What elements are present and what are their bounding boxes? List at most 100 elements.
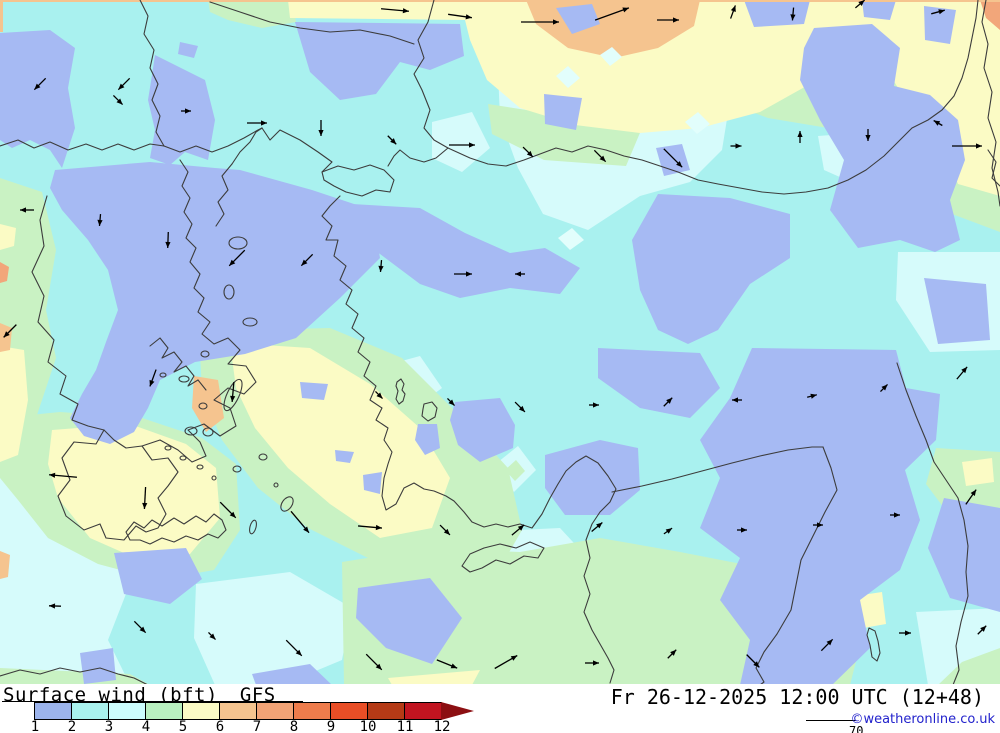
wind-speed-region	[415, 424, 440, 455]
wind-field-layer	[0, 0, 1000, 685]
wind-arrow-icon	[657, 17, 679, 23]
wind-arrow-icon	[591, 522, 603, 532]
legend-scale-number: 3	[104, 719, 114, 733]
wind-arrow-icon	[33, 77, 47, 91]
wind-arrow-icon	[318, 120, 324, 136]
legend-colorbar-box	[330, 702, 368, 720]
legend-scale-number: 8	[289, 719, 299, 733]
island-outline	[202, 427, 214, 437]
wind-speed-region	[924, 278, 990, 344]
wind-arrow-icon	[730, 143, 742, 149]
wind-arrow-icon	[663, 397, 673, 407]
legend-bar: Surface wind (bft) GFS 1 2 3 4 5 6 7 8 9 10 11 12 Fr…	[0, 684, 1000, 733]
wind-arrow-icon	[667, 649, 677, 659]
coastline	[755, 446, 838, 685]
wind-arrow-icon	[449, 142, 475, 148]
wind-speed-region	[356, 578, 462, 664]
legend-scale-number: 9	[326, 719, 336, 733]
coastline	[209, 1, 415, 45]
wind-arrow-icon	[737, 527, 747, 533]
wind-arrow-icon	[977, 625, 987, 635]
wind-arrow-icon	[899, 630, 911, 636]
coastline	[987, 149, 1000, 187]
wind-arrow-icon	[208, 632, 216, 640]
wind-arrow-icon	[117, 77, 131, 91]
wind-speed-region	[600, 47, 622, 66]
legend-scale-number: 7	[252, 719, 262, 733]
island-outline	[178, 375, 190, 383]
wind-speed-region	[0, 262, 9, 283]
wind-arrow-icon	[112, 94, 124, 106]
coastline	[461, 541, 545, 573]
coastline	[447, 0, 979, 195]
coastline	[231, 127, 263, 165]
legend-colorbar-box	[293, 702, 331, 720]
wind-speed-region	[0, 346, 28, 462]
coastline	[215, 163, 233, 227]
island-outline	[179, 455, 187, 461]
wind-arrow-icon	[965, 489, 977, 505]
island-outline	[159, 372, 167, 378]
legend-colorbar	[34, 702, 474, 720]
wind-speed-region	[178, 42, 198, 58]
island-outline	[211, 475, 217, 481]
wind-arrow-icon	[387, 135, 397, 145]
wind-speed-region	[938, 648, 1000, 685]
wind-arrow-icon	[515, 271, 525, 277]
copyright-label: ©weatheronline.co.uk	[850, 712, 995, 727]
wind-speed-region	[544, 94, 582, 130]
wind-arrow-icon	[589, 402, 599, 408]
wind-arrow-icon	[952, 143, 982, 149]
wind-arrow-icon	[454, 271, 472, 277]
island-outline	[196, 464, 204, 470]
wind-arrow-icon	[290, 510, 310, 534]
wind-speed-region	[252, 664, 332, 685]
legend-scale-number: 1	[30, 719, 40, 733]
coastline	[866, 627, 881, 662]
island-outline	[184, 426, 198, 436]
legend-scale-number: 2	[67, 719, 77, 733]
wind-speed-region	[48, 424, 220, 560]
wind-speed-region	[342, 538, 862, 685]
wind-arrow-icon	[149, 369, 157, 387]
wind-arrow-icon	[797, 131, 803, 143]
wind-speed-region	[295, 22, 464, 100]
wind-arrow-icon	[729, 5, 737, 19]
wind-arrow-icon	[142, 486, 148, 510]
island-outline	[232, 465, 242, 473]
wind-speed-region	[388, 670, 480, 685]
wind-arrow-icon	[230, 381, 236, 403]
legend-scale-number: 4	[141, 719, 151, 733]
wind-speed-region	[0, 551, 10, 579]
wind-speed-region	[232, 344, 450, 538]
wind-arrow-icon	[48, 472, 78, 478]
wind-speed-region	[80, 648, 116, 684]
wind-arrow-icon	[447, 398, 455, 406]
legend-colorbar-box	[34, 702, 72, 720]
wind-speed-region	[862, 0, 896, 20]
wind-speed-region	[0, 0, 1000, 2]
wind-arrow-icon	[300, 253, 314, 267]
wind-arrow-icon	[365, 653, 383, 671]
wind-arrow-icon	[436, 659, 458, 669]
wind-speed-region	[288, 0, 868, 133]
coastline	[896, 362, 969, 685]
legend-colorbar-box	[404, 702, 442, 720]
legend-scale-number: 6	[215, 719, 225, 733]
coastline	[413, 0, 449, 149]
island-outline	[242, 317, 258, 327]
wind-speed-region	[556, 66, 580, 88]
coastline	[141, 159, 257, 463]
legend-colorbar-arrowhead	[441, 702, 474, 720]
coastline	[395, 378, 406, 405]
wind-arrow-icon	[133, 620, 147, 634]
coastline	[0, 667, 149, 685]
coastline	[125, 513, 227, 545]
wind-arrow-icon	[511, 524, 525, 536]
wind-arrow-icon	[380, 8, 410, 14]
wind-arrow-icon	[663, 148, 683, 168]
wind-speed-region	[335, 450, 354, 463]
wind-speed-region	[300, 382, 328, 400]
wind-arrow-icon	[357, 524, 383, 531]
